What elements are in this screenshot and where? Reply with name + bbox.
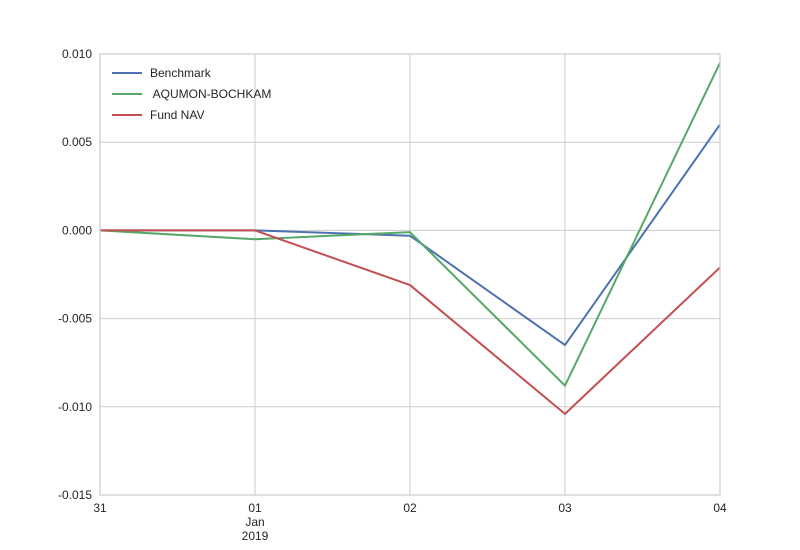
legend-label-2: Fund NAV [150, 108, 204, 122]
y-tick-label-1: 0.005 [62, 135, 92, 149]
x-tick-label-1: 01 Jan 2019 [242, 501, 269, 543]
y-tick-label-5: -0.015 [58, 488, 92, 502]
x-tick-label-0: 31 [93, 501, 107, 515]
x-tick-label-line: 04 [713, 501, 727, 515]
x-axis-tick-labels: 31 01 Jan 2019 02 03 04 [93, 501, 727, 543]
y-tick-label-2: 0.000 [62, 223, 92, 237]
series-lines [99, 62, 721, 415]
y-tick-label-0: 0.010 [62, 47, 92, 61]
plot-frame [99, 53, 721, 496]
legend-label-1: AQUMON-BOCHKAM [150, 87, 271, 101]
x-tick-label-line: 01 [248, 501, 262, 515]
series-line-1 [99, 62, 721, 387]
x-tick-label-line: Jan [245, 515, 264, 529]
legend-label-0: Benchmark [150, 66, 212, 80]
y-tick-label-4: -0.010 [58, 400, 92, 414]
series-line-2 [100, 229, 721, 415]
x-tick-label-2: 02 [403, 501, 417, 515]
y-tick-label-3: -0.005 [58, 312, 92, 326]
y-axis-tick-labels: 0.010 0.005 0.000 -0.005 -0.010 -0.015 [58, 47, 92, 502]
x-tick-label-line: 2019 [242, 529, 269, 543]
legend: Benchmark AQUMON-BOCHKAM Fund NAV [112, 66, 271, 122]
x-tick-label-line: 02 [403, 501, 417, 515]
x-tick-label-line: 03 [558, 501, 572, 515]
x-tick-label-line: 31 [93, 501, 107, 515]
x-tick-label-3: 03 [558, 501, 572, 515]
x-tick-label-4: 04 [713, 501, 727, 515]
